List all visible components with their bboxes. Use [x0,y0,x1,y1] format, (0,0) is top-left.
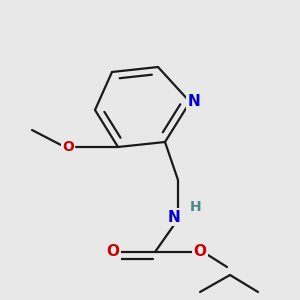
Text: O: O [194,244,206,260]
Text: H: H [190,200,202,214]
Text: N: N [188,94,200,110]
Text: N: N [168,209,180,224]
Text: O: O [106,244,119,260]
Text: O: O [62,140,74,154]
